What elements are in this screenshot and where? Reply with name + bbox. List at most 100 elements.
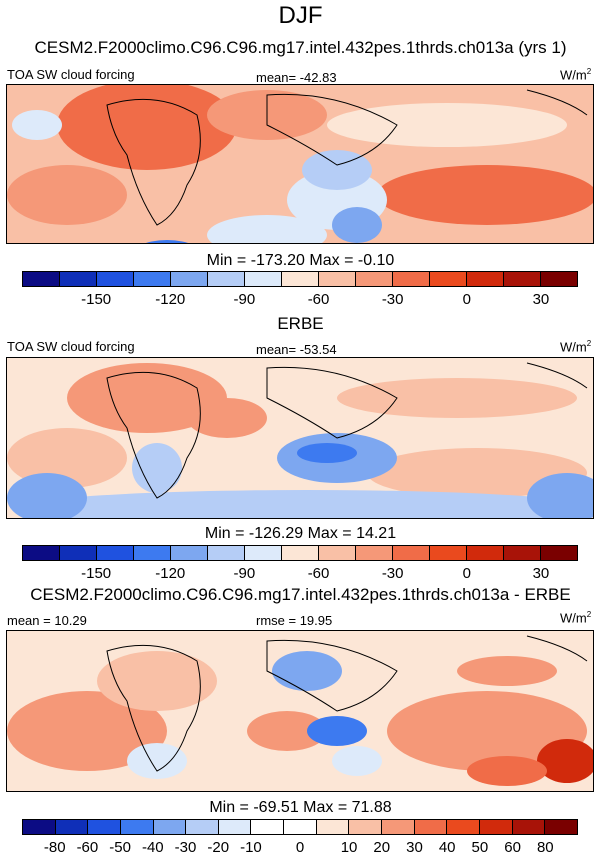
panel-3-minmax: Min = -69.51 Max = 71.88 [209, 799, 392, 816]
colorbar-tick-label: -80 [43, 839, 66, 856]
panel-2-minmax: Min = -126.29 Max = 14.21 [204, 525, 397, 542]
colorbar-cell [349, 820, 383, 834]
colorbar-tick-label: 10 [340, 839, 358, 856]
panel-2-units: W/m2 [560, 339, 592, 355]
colorbar-cell [393, 546, 430, 560]
colorbar-tick-label: 80 [536, 839, 554, 856]
colorbar-tick-label: -90 [233, 291, 256, 308]
colorbar-tick-label: 0 [295, 839, 305, 856]
panel-1-colorbar [22, 271, 578, 287]
colorbar-tick-label: 30 [532, 565, 550, 582]
panel-1-minmax: Min = -173.20 Max = -0.10 [206, 252, 395, 269]
colorbar-cell [208, 546, 245, 560]
colorbar-cell [356, 546, 393, 560]
colorbar-tick-label: 0 [462, 291, 471, 308]
colorbar-tick-label: -60 [307, 291, 330, 308]
colorbar-cell [414, 820, 448, 834]
panel-2-map [6, 357, 594, 519]
colorbar-tick-label: 40 [438, 839, 456, 856]
panel-3-field [7, 631, 593, 791]
colorbar-cell [23, 546, 60, 560]
colorbar-cell [504, 272, 541, 286]
colorbar-cell [512, 820, 546, 834]
colorbar-cell [382, 820, 415, 834]
colorbar-tick-label: -150 [81, 291, 112, 308]
colorbar-tick-label: -50 [109, 839, 131, 856]
colorbar-cell [282, 272, 319, 286]
colorbar-cell [251, 820, 285, 834]
panel-2-mean: mean= -53.54 [256, 342, 337, 357]
colorbar-cell [467, 272, 504, 286]
colorbar-cell [245, 272, 282, 286]
colorbar-cell [393, 272, 430, 286]
colorbar-cell [356, 272, 393, 286]
colorbar-cell [60, 272, 97, 286]
colorbar-cell [208, 272, 245, 286]
colorbar-cell [430, 546, 467, 560]
panel-3-units: W/m2 [560, 610, 592, 626]
colorbar-tick-label: 30 [532, 291, 550, 308]
colorbar-tick-label: -10 [240, 839, 262, 856]
colorbar-cell [97, 546, 134, 560]
colorbar-cell [218, 820, 252, 834]
colorbar-cell [447, 820, 480, 834]
colorbar-tick-label: 0 [462, 565, 471, 582]
panel-3-map [6, 630, 594, 792]
colorbar-cell [97, 272, 134, 286]
colorbar-cell [319, 272, 356, 286]
colorbar-tick-label: -60 [307, 565, 330, 582]
panel-3-header: CESM2.F2000climo.C96.C96.mg17.intel.432p… [30, 585, 571, 604]
panel-3-colorbar [22, 819, 578, 835]
colorbar-cell [467, 546, 504, 560]
colorbar-cell [245, 546, 282, 560]
colorbar-tick-label: -60 [76, 839, 99, 856]
panel-3-rmse: rmse = 19.95 [256, 613, 333, 628]
colorbar-tick-label: -90 [233, 565, 256, 582]
colorbar-tick-label: -40 [141, 839, 164, 856]
colorbar-tick-label: 50 [471, 839, 489, 856]
colorbar-cell [186, 820, 219, 834]
colorbar-cell [316, 820, 350, 834]
colorbar-cell [171, 546, 208, 560]
colorbar-tick-label: -20 [207, 839, 230, 856]
panel-2-colorbar [22, 545, 578, 561]
colorbar-cell [284, 820, 317, 834]
panel-2-field [7, 358, 593, 518]
colorbar-cell [430, 272, 467, 286]
panel-1-mean: mean= -42.83 [256, 70, 337, 85]
panel-3-mean: mean = 10.29 [7, 613, 87, 628]
panel-1-map [6, 84, 594, 244]
colorbar-cell [545, 820, 577, 834]
colorbar-cell [134, 546, 171, 560]
colorbar-cell [153, 820, 187, 834]
colorbar-tick-label: -30 [381, 291, 404, 308]
colorbar-cell [479, 820, 513, 834]
colorbar-tick-label: 60 [504, 839, 521, 856]
colorbar-cell [282, 546, 319, 560]
panel-1-left-label: TOA SW cloud forcing [7, 67, 135, 82]
panel-1-field [7, 85, 593, 243]
panel-2-header: ERBE [277, 314, 324, 333]
colorbar-cell [319, 546, 356, 560]
colorbar-cell [88, 820, 121, 834]
colorbar-cell [23, 272, 60, 286]
colorbar-cell [134, 272, 171, 286]
colorbar-tick-label: -150 [81, 565, 112, 582]
colorbar-cell [60, 546, 97, 560]
colorbar-tick-label: 20 [373, 839, 391, 856]
panel-1-units: W/m2 [560, 67, 592, 83]
colorbar-cell [171, 272, 208, 286]
colorbar-tick-label: -120 [155, 565, 186, 582]
colorbar-cell [541, 546, 577, 560]
panel-1-header: CESM2.F2000climo.C96.C96.mg17.intel.432p… [34, 38, 567, 57]
colorbar-tick-label: 30 [406, 839, 423, 856]
colorbar-tick-label: -30 [174, 839, 197, 856]
colorbar-cell [541, 272, 577, 286]
colorbar-cell [120, 820, 154, 834]
panel-2-left-label: TOA SW cloud forcing [7, 339, 135, 354]
colorbar-tick-label: -30 [381, 565, 404, 582]
colorbar-cell [55, 820, 89, 834]
colorbar-tick-label: -120 [155, 291, 186, 308]
colorbar-cell [23, 820, 56, 834]
colorbar-cell [504, 546, 541, 560]
